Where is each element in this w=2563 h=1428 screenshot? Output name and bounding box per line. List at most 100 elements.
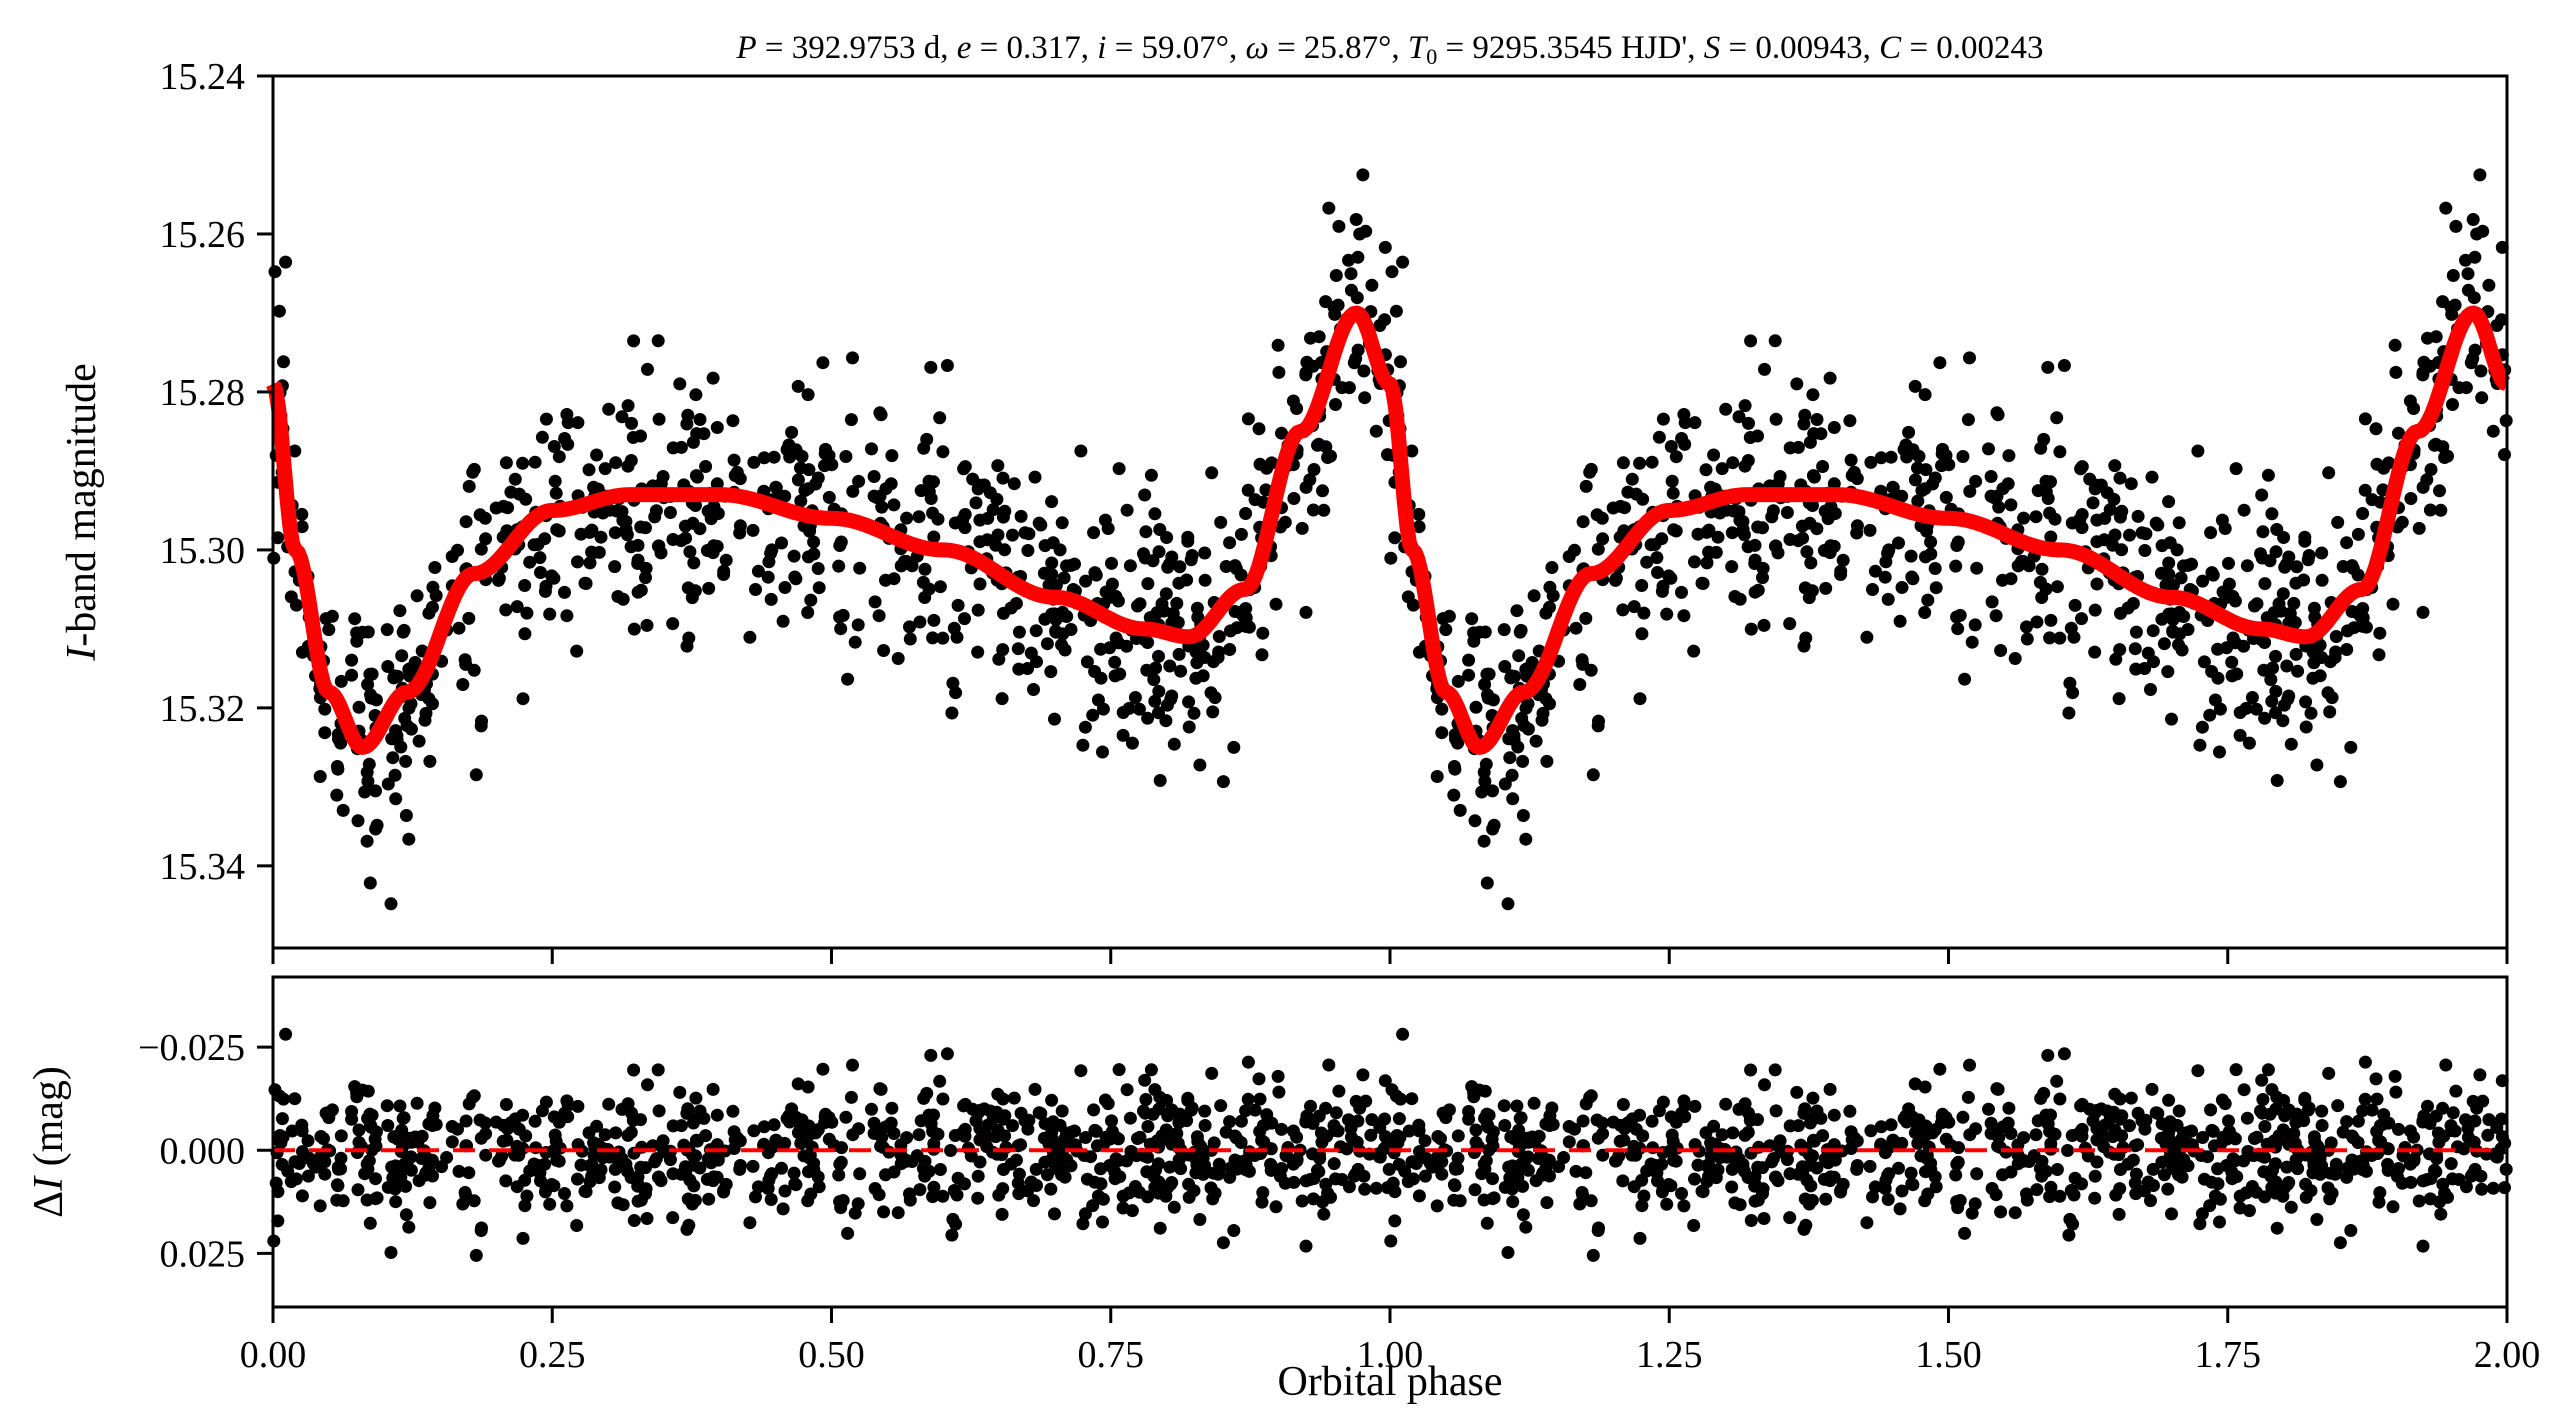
observation-point <box>1748 585 1762 599</box>
residual-point <box>1234 1114 1248 1128</box>
residual-point <box>2250 1130 2264 1144</box>
observation-point <box>1510 604 1524 618</box>
observation-point <box>384 897 398 911</box>
residual-point <box>1802 1197 1816 1211</box>
observation-point <box>1040 637 1054 651</box>
observation-point <box>1596 532 1610 546</box>
observation-point <box>2351 527 2365 541</box>
residual-point <box>1264 1157 1278 1171</box>
observation-point <box>2245 691 2259 704</box>
residual-point <box>1141 1120 1155 1133</box>
observation-point <box>1105 556 1118 570</box>
observation-point <box>571 555 584 569</box>
observation-point <box>1700 556 1714 570</box>
observation-point <box>783 450 797 464</box>
observation-point <box>1868 564 1882 578</box>
residual-point <box>2397 1149 2411 1163</box>
residual-point <box>874 1082 888 1096</box>
residual-point <box>1138 1073 1152 1087</box>
residual-point <box>1412 1189 1426 1203</box>
observation-point <box>1286 394 1300 408</box>
observation-point <box>803 524 817 538</box>
observation-point <box>1007 477 1021 491</box>
residual-point <box>846 1058 859 1072</box>
residual-point <box>598 1128 612 1142</box>
observation-point <box>940 359 954 372</box>
residual-point <box>991 1087 1005 1101</box>
x-tick-label: 0.75 <box>1078 1334 1145 1376</box>
residual-point <box>284 1175 298 1189</box>
observation-point <box>816 356 830 370</box>
residual-point <box>389 1195 403 1209</box>
observation-point <box>1388 531 1402 545</box>
residual-point <box>1048 1207 1061 1221</box>
observation-point <box>1205 466 1219 480</box>
observation-point <box>2277 531 2291 544</box>
observation-point <box>552 450 566 464</box>
residual-point <box>1576 1114 1590 1128</box>
residual-point <box>2351 1114 2365 1128</box>
residual-point <box>398 1157 412 1171</box>
observation-point <box>631 585 645 599</box>
observation-point <box>404 697 418 711</box>
residual-point <box>285 1124 299 1138</box>
residual-point <box>314 1150 328 1164</box>
residual-point <box>1618 1122 1632 1136</box>
residual-point <box>2144 1194 2157 1208</box>
observation-point <box>1843 414 1857 428</box>
observation-point <box>791 379 805 393</box>
residual-point <box>1172 1116 1186 1130</box>
observation-point <box>479 532 493 546</box>
observation-point <box>1827 421 1841 434</box>
residual-point <box>1660 1197 1674 1211</box>
residual-point <box>2255 1106 2269 1120</box>
observation-point <box>1573 678 1587 691</box>
observation-point <box>345 653 359 667</box>
residual-point <box>1435 1167 1449 1181</box>
observation-point <box>1478 678 1492 691</box>
residual-point <box>1198 1119 1212 1132</box>
residual-point <box>1918 1080 1932 1094</box>
observation-point <box>693 413 707 426</box>
observation-point <box>2193 738 2207 752</box>
observation-point <box>1486 784 1499 798</box>
residual-point <box>1506 1195 1520 1209</box>
residual-point <box>2057 1047 2071 1061</box>
residual-point <box>971 1169 985 1183</box>
residual-point <box>2165 1207 2178 1221</box>
residual-point <box>1084 1150 1098 1164</box>
residual-point <box>1133 1130 1147 1144</box>
residual-point <box>1074 1064 1088 1078</box>
residual-point <box>1961 1090 1975 1104</box>
y-tick-label: 15.32 <box>160 688 246 730</box>
observation-point <box>361 678 375 691</box>
residual-point <box>1552 1160 1566 1174</box>
observation-point <box>2035 562 2049 576</box>
residual-point <box>2240 1111 2254 1125</box>
residual-point <box>2222 1114 2235 1128</box>
residual-point <box>936 1189 950 1203</box>
observation-point <box>322 623 336 637</box>
observation-point <box>1034 518 1048 532</box>
residual-point <box>1584 1194 1598 1208</box>
residual-point <box>2061 1144 2075 1157</box>
observation-point <box>1506 792 1520 806</box>
residual-point <box>673 1085 687 1099</box>
observation-point <box>560 609 574 623</box>
residual-point <box>783 1115 797 1129</box>
observation-point <box>1138 551 1152 565</box>
residual-point <box>1157 1132 1171 1146</box>
observation-point <box>512 487 526 501</box>
residual-point <box>706 1082 720 1096</box>
residual-point <box>1086 1199 1100 1213</box>
observation-point <box>2265 694 2279 708</box>
observation-point <box>412 734 426 748</box>
residual-point <box>1497 1099 1511 1113</box>
observation-point <box>2299 720 2313 734</box>
observation-point <box>627 334 641 348</box>
observation-point <box>1985 595 1999 609</box>
observation-point <box>2476 224 2490 238</box>
observation-point <box>2304 706 2318 720</box>
observation-point <box>388 768 402 782</box>
residual-point <box>2258 1190 2272 1204</box>
